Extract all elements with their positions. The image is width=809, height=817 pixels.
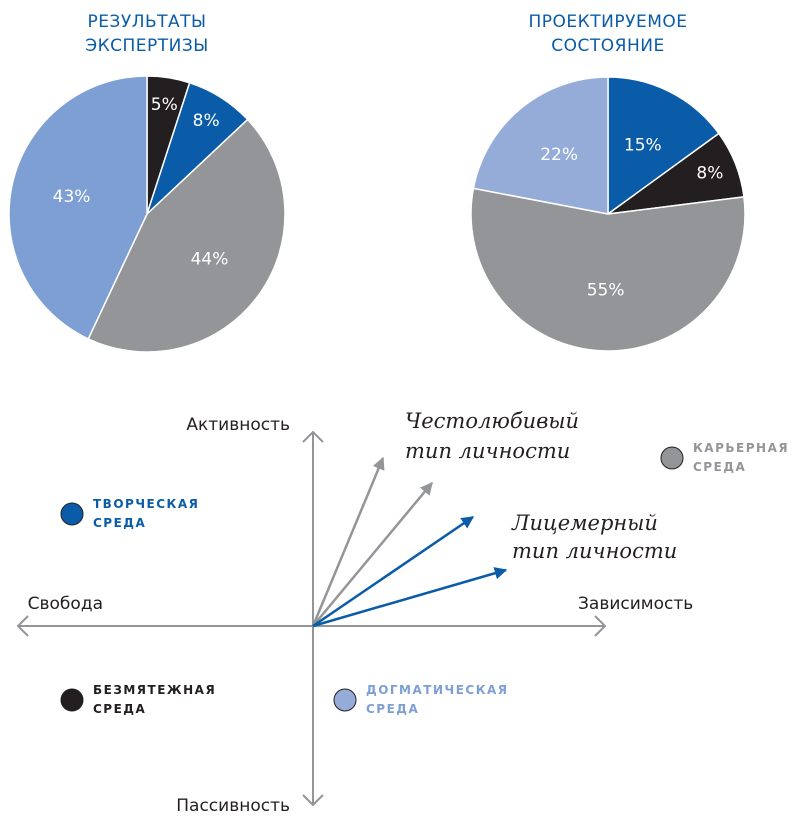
zone-label: КАРЬЕРНАЯ: [693, 441, 789, 455]
pie-title: ПРОЕКТИРУЕМОЕ СОСТОЯНИЕ: [528, 12, 688, 56]
axis-label: Активность: [186, 415, 290, 435]
zone-dot: [60, 688, 84, 712]
zone-label: БЕЗМЯТЕЖНАЯ: [93, 683, 216, 697]
zone-label: СРЕДА: [693, 460, 746, 474]
axis-label: Зависимость: [578, 594, 693, 614]
zone-label: СРЕДА: [93, 516, 146, 530]
pie-slice: [87, 118, 286, 353]
slice-label: 5%: [151, 95, 178, 115]
pie-slice: [472, 76, 609, 215]
pie-title: РЕЗУЛЬТАТЫ ЭКСПЕРТИЗЫ: [85, 12, 209, 56]
slice-label: 44%: [191, 249, 229, 269]
zone-dot: [60, 502, 84, 526]
pie-slice: [607, 76, 720, 216]
vector-label: тип личности: [405, 439, 570, 463]
zone-dot: [660, 446, 684, 470]
slice-label: 43%: [53, 187, 91, 207]
vector-label: Честолюбивый: [405, 409, 579, 433]
pie-slice: [8, 75, 148, 340]
slice-label: 15%: [624, 136, 662, 156]
vector-label: тип личности: [512, 539, 677, 563]
pie-slice: [470, 187, 746, 352]
axis-label: Свобода: [28, 594, 103, 614]
slice-label: 22%: [540, 145, 578, 165]
slice-label: 55%: [587, 281, 625, 301]
vectors: [311, 456, 508, 628]
zone-label: ДОГМАТИЧЕСКАЯ: [366, 683, 509, 697]
zone-label: СРЕДА: [93, 702, 146, 716]
slice-label: 8%: [696, 164, 723, 184]
zone-label: СРЕДА: [366, 702, 419, 716]
slice-label: 8%: [193, 111, 220, 131]
zone-dot: [333, 688, 357, 712]
axis-label: Пассивность: [176, 796, 290, 816]
zone-label: ТВОРЧЕСКАЯ: [93, 497, 199, 511]
axes: [16, 430, 607, 807]
vector-label: Лицемерный: [511, 511, 658, 535]
